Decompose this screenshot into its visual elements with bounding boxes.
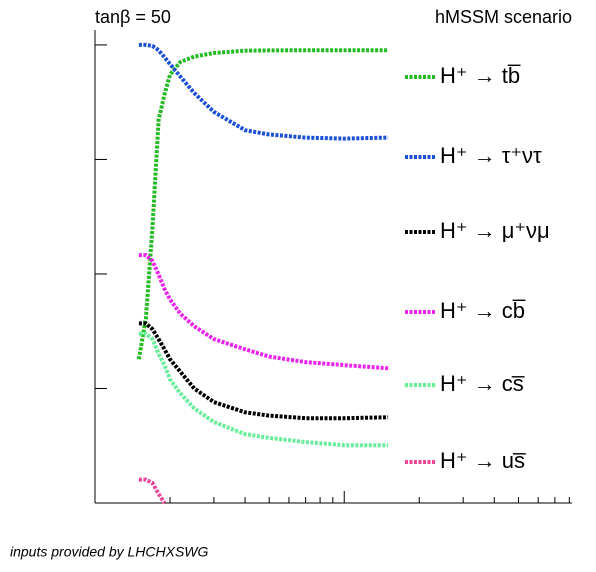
legend-label: H⁺ → cs̅: [440, 371, 525, 396]
annotation: hMSSM scenario: [435, 7, 572, 27]
legend-label: H⁺ → tb̅: [440, 63, 521, 88]
legend-label: H⁺ → μ⁺νμ: [440, 218, 550, 243]
series-line: [138, 477, 167, 505]
legend-label: H⁺ → us̅: [440, 448, 526, 473]
legend-label: H⁺ → τ⁺ντ: [440, 143, 542, 168]
series-line: [136, 48, 389, 360]
series-line: [138, 321, 389, 421]
legend-label: H⁺ → cb̅: [440, 298, 526, 323]
series-line: [138, 253, 389, 371]
note: inputs provided by LHCHXSWG: [10, 544, 209, 560]
annotation: tanβ = 50: [95, 7, 171, 27]
series-line: [138, 42, 389, 141]
series-line: [138, 331, 389, 448]
